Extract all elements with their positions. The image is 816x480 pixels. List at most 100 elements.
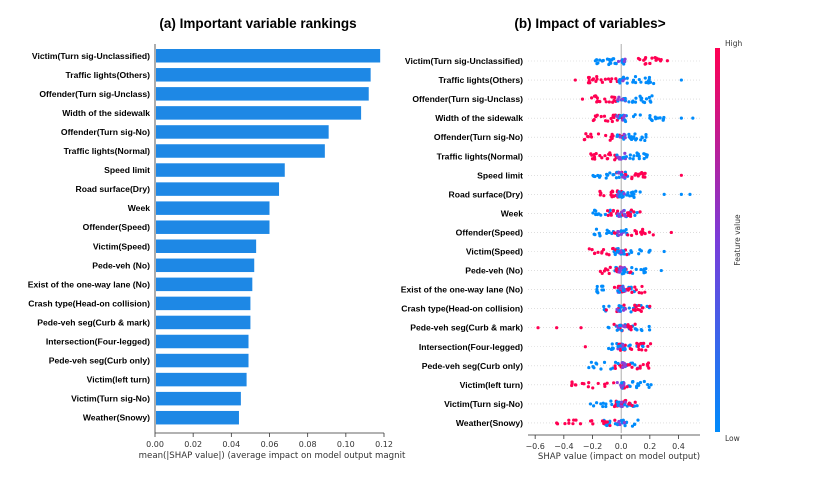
shap-point	[647, 78, 651, 82]
category-label-width-of-the-sidewalk: Width of the sidewalk	[62, 108, 150, 118]
shap-point	[598, 234, 602, 238]
shap-outlier	[679, 192, 683, 196]
shap-point	[640, 136, 644, 140]
shap-point	[616, 249, 620, 253]
shap-label-road-surface-dry: Road surface(Dry)	[449, 189, 524, 199]
shap-point	[625, 81, 629, 85]
shap-outlier	[536, 326, 540, 330]
shap-point	[595, 287, 599, 292]
shap-point	[586, 134, 590, 139]
shap-point	[643, 57, 647, 61]
shap-point	[631, 157, 635, 161]
shap-point	[607, 346, 611, 351]
shap-point	[633, 173, 637, 177]
shap-point	[636, 174, 640, 178]
shap-point	[613, 360, 618, 364]
shap-outlier	[688, 192, 692, 196]
shap-point	[610, 132, 614, 136]
shap-point	[622, 383, 626, 387]
shap-point	[632, 154, 636, 158]
shap-point	[631, 99, 635, 103]
shap-point	[637, 77, 641, 82]
shap-outlier	[555, 421, 559, 425]
shap-point	[596, 132, 601, 136]
shap-point	[650, 56, 654, 60]
shap-point	[644, 267, 648, 271]
shap-point	[590, 247, 594, 252]
x-tick-label: 0.4	[672, 442, 685, 451]
shap-point	[651, 233, 655, 237]
shap-point	[612, 285, 617, 289]
shap-point	[647, 230, 652, 234]
shap-point	[604, 133, 608, 138]
x-tick-label: 0.04	[222, 440, 240, 449]
shap-point	[600, 288, 604, 292]
shap-point	[630, 424, 635, 428]
shap-point	[596, 173, 600, 178]
shap-point	[619, 249, 623, 253]
shap-point	[642, 152, 646, 156]
shap-label-offender-speed: Offender(Speed)	[456, 227, 523, 237]
shap-point	[617, 233, 621, 237]
shap-point	[613, 418, 617, 422]
shap-label-traffic-lights-normal: Traffic lights(Normal)	[437, 151, 524, 161]
shap-point	[629, 135, 633, 139]
shap-point	[627, 306, 631, 310]
shap-point	[573, 383, 577, 387]
shap-point	[600, 251, 604, 255]
shap-point	[662, 115, 666, 120]
category-label-week: Week	[128, 203, 151, 213]
shap-point	[619, 232, 623, 237]
category-label-victim-turn-sig-no: Victim(Turn sig-No)	[71, 394, 150, 404]
shap-point	[590, 153, 594, 157]
shap-outlier	[573, 78, 577, 82]
shap-point	[626, 213, 630, 218]
shap-point	[634, 267, 638, 271]
shap-point	[596, 250, 600, 254]
x-tick-label: −0.6	[525, 442, 544, 451]
shap-point	[607, 326, 611, 330]
bar-offender-speed	[156, 220, 270, 234]
shap-point	[612, 57, 616, 61]
shap-point	[634, 96, 638, 100]
x-tick-label: −0.4	[554, 442, 573, 451]
shap-point	[595, 75, 599, 79]
shap-point	[586, 81, 591, 85]
shap-point	[628, 346, 632, 351]
shap-point	[610, 77, 614, 81]
shap-point	[578, 422, 583, 426]
shap-point	[589, 135, 594, 139]
shap-point	[641, 100, 645, 104]
shap-point	[602, 269, 606, 273]
shap-point	[627, 100, 631, 104]
panel-b-x-label: SHAP value (impact on model output)	[538, 452, 700, 462]
bar-victim-turn-sig-no	[156, 391, 241, 406]
shap-point	[647, 324, 651, 329]
shap-point	[621, 155, 625, 160]
x-tick-label: 0.0	[615, 442, 628, 451]
shap-point	[650, 94, 654, 98]
shap-point	[634, 288, 638, 292]
shap-point	[640, 232, 644, 236]
shap-point	[598, 174, 602, 178]
shap-point	[618, 323, 622, 327]
shap-point	[653, 115, 657, 119]
shap-point	[590, 96, 594, 100]
shap-point	[622, 421, 626, 425]
shap-point	[637, 290, 641, 295]
shap-point	[591, 422, 595, 426]
shap-point	[634, 327, 638, 331]
shap-point	[641, 344, 645, 349]
shap-label-victim-turn-sig-unclassified: Victim(Turn sig-Unclassified)	[405, 56, 523, 66]
x-tick-label: 0.00	[146, 440, 164, 449]
shap-point	[633, 80, 638, 85]
shap-point	[609, 347, 613, 351]
shap-point	[639, 309, 643, 313]
shap-point	[617, 171, 621, 175]
shap-point	[616, 423, 620, 427]
shap-point	[603, 384, 607, 388]
shap-point	[599, 213, 603, 217]
shap-point	[610, 342, 614, 346]
shap-point	[612, 231, 616, 235]
x-tick-label: 0.02	[184, 440, 202, 449]
